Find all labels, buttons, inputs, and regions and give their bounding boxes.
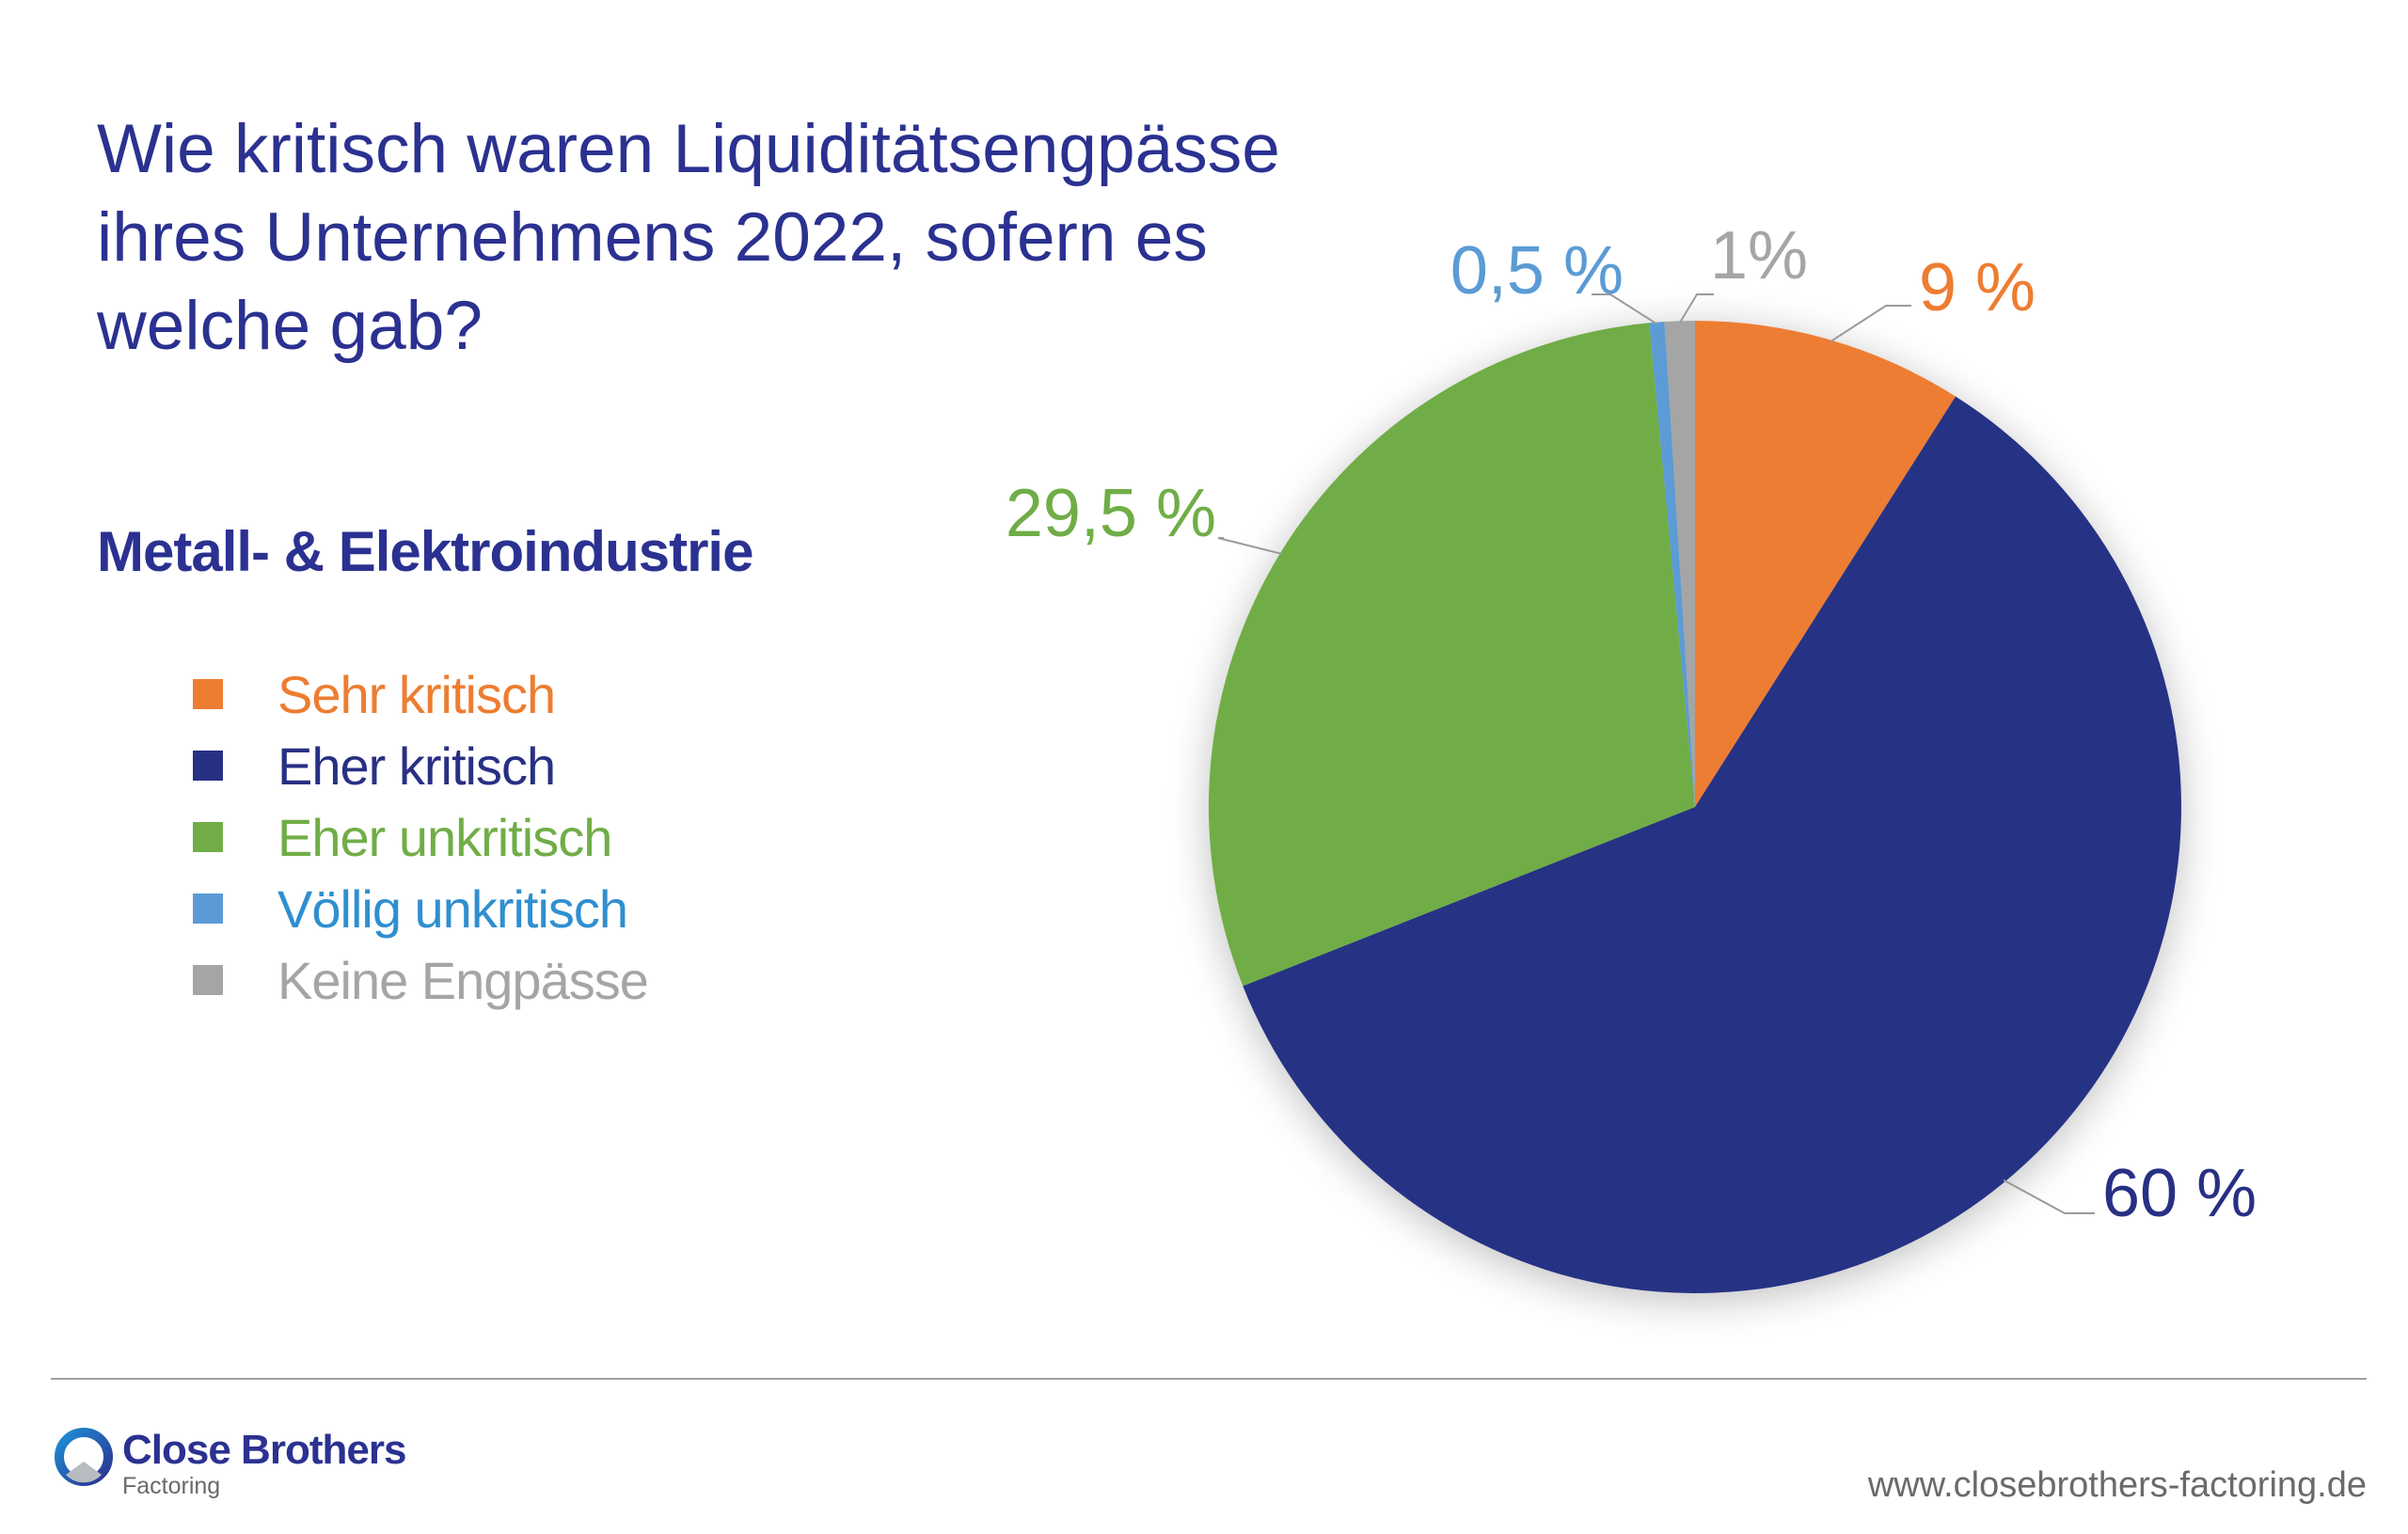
legend-label: Eher unkritisch xyxy=(277,807,612,867)
data-label: 60 % xyxy=(2102,1156,2257,1231)
legend-label: Völlig unkritisch xyxy=(277,878,628,939)
logo-subtitle: Factoring xyxy=(122,1473,221,1499)
pie-slice xyxy=(1243,396,2181,1293)
data-label: 9 % xyxy=(1919,250,2036,325)
leader-line xyxy=(1592,293,1658,325)
legend-label: Sehr kritisch xyxy=(277,664,556,724)
pie-slice xyxy=(1208,323,1695,987)
leader-line xyxy=(1678,293,1714,324)
legend-item: Völlig unkritisch xyxy=(193,873,648,944)
legend-swatch xyxy=(193,822,223,852)
logo-name: Close Brothers xyxy=(122,1427,406,1473)
legend-item: Eher unkritisch xyxy=(193,801,648,873)
legend-item: Sehr kritisch xyxy=(193,658,648,730)
leader-line xyxy=(1830,305,1911,343)
pie-slice xyxy=(1664,321,1695,807)
chart-subtitle: Metall- & Elektroindustrie xyxy=(97,520,753,583)
data-label: 0,5 % xyxy=(1450,233,1624,308)
legend-swatch xyxy=(193,679,223,709)
pie-slice xyxy=(1649,322,1695,808)
legend-label: Eher kritisch xyxy=(277,735,556,796)
leader-line xyxy=(1217,537,1283,555)
legend-swatch xyxy=(193,965,223,995)
chart-title: Wie kritisch waren Liquiditätsengpässe i… xyxy=(97,111,1280,364)
legend-label: Keine Engpässe xyxy=(277,950,649,1010)
legend-swatch xyxy=(193,751,223,781)
leader-line xyxy=(2003,1178,2095,1214)
legend: Sehr kritisch Eher kritisch Eher unkritisc… xyxy=(193,658,649,1016)
data-label: 29,5 % xyxy=(1006,476,1216,551)
legend-swatch xyxy=(193,894,223,924)
footer-divider xyxy=(51,1378,2367,1380)
logo-mark-icon xyxy=(55,1428,113,1486)
data-label: 1% xyxy=(1710,218,1808,293)
legend-item: Keine Engpässe xyxy=(193,944,649,1016)
website-url[interactable]: www.closebrothers-factoring.de xyxy=(1867,1465,2367,1505)
pie-slice xyxy=(1695,321,1956,807)
close-brothers-logo[interactable]: Close Brothers Factoring xyxy=(55,1427,406,1499)
legend-item: Eher kritisch xyxy=(193,730,648,801)
